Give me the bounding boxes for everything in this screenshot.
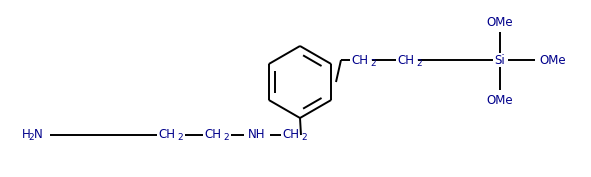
Text: 2: 2	[370, 59, 376, 67]
Text: H: H	[22, 129, 31, 141]
Text: N: N	[34, 129, 43, 141]
Text: 2: 2	[177, 133, 183, 142]
Text: CH: CH	[204, 129, 222, 141]
Text: OMe: OMe	[540, 53, 566, 67]
Text: OMe: OMe	[486, 93, 514, 107]
Text: CH: CH	[158, 129, 176, 141]
Text: 2: 2	[301, 133, 307, 142]
Text: 2: 2	[223, 133, 229, 142]
Text: 2: 2	[416, 59, 421, 67]
Text: CH: CH	[282, 129, 300, 141]
Text: NH: NH	[248, 129, 266, 141]
Text: OMe: OMe	[486, 16, 514, 28]
Text: CH: CH	[352, 53, 369, 67]
Text: 2: 2	[28, 133, 34, 142]
Text: Si: Si	[495, 53, 505, 67]
Text: CH: CH	[398, 53, 414, 67]
